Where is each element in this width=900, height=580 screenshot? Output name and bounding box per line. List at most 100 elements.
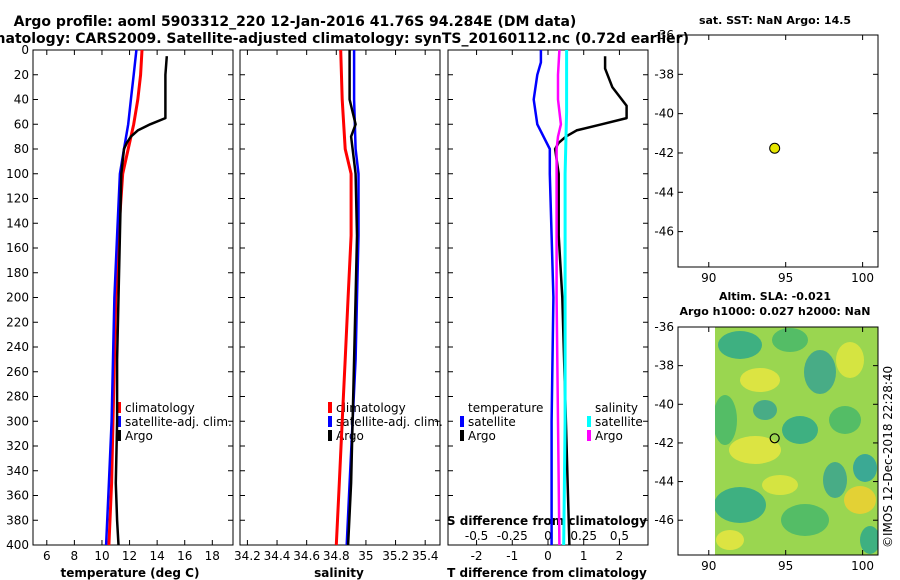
sla-field-blob xyxy=(762,475,798,495)
legend-climatology-label: climatology xyxy=(336,401,406,415)
map-y-tick-label: -36 xyxy=(654,320,674,334)
legend-argo-swatch xyxy=(328,430,332,441)
depth-tick-label: 80 xyxy=(14,142,29,156)
legend-satellite-swatch xyxy=(117,416,121,427)
depth-tick-label: 260 xyxy=(6,365,29,379)
map-y-tick-label: -44 xyxy=(654,475,674,489)
depth-tick-label: 240 xyxy=(6,340,29,354)
sla-field-blob xyxy=(823,462,847,498)
x-tick-label: -2 xyxy=(471,549,483,563)
x-tick-label: -1 xyxy=(506,549,518,563)
series-line-t-satellite xyxy=(532,50,555,545)
series-line-argo xyxy=(346,50,359,546)
sla-field-blob xyxy=(860,526,878,554)
legend-s-argo-label: Argo xyxy=(595,429,623,443)
series-line-argo xyxy=(114,56,169,546)
sla-field-blob xyxy=(836,342,864,378)
legend-temperature-title: temperature xyxy=(468,401,543,415)
figure-title-line1: Argo profile: aoml 5903312_220 12-Jan-20… xyxy=(14,14,577,30)
legend-t-satellite-label: satellite xyxy=(468,415,516,429)
legend-t-argo-swatch xyxy=(460,430,464,441)
legend-climatology-swatch xyxy=(328,402,332,413)
sla-field-blob xyxy=(718,331,762,359)
x-tick-label: 35.4 xyxy=(412,549,439,563)
depth-tick-label: 320 xyxy=(6,439,29,453)
depth-tick-label: 100 xyxy=(6,167,29,181)
map-y-tick-label: -44 xyxy=(654,185,674,199)
sst-map-title: sat. SST: NaN Argo: 14.5 xyxy=(699,14,851,27)
legend-satellite-label: satellite-adj. clim. xyxy=(125,415,232,429)
map-y-tick-label: -42 xyxy=(654,146,674,160)
sla-field-blob xyxy=(753,400,777,420)
depth-tick-label: 0 xyxy=(21,43,29,57)
depth-tick-label: 400 xyxy=(6,538,29,552)
legend-t-argo-label: Argo xyxy=(468,429,496,443)
depth-tick-label: 280 xyxy=(6,390,29,404)
legend-t-satellite-swatch xyxy=(460,416,464,427)
depth-tick-label: 40 xyxy=(14,93,29,107)
sla-field-blob xyxy=(772,328,808,352)
figure-title-line2: Climatology: CARS2009. Satellite-adjuste… xyxy=(0,31,689,47)
map-y-tick-label: -38 xyxy=(654,359,674,373)
sla-field-blob xyxy=(829,406,861,434)
map-y-tick-label: -42 xyxy=(654,436,674,450)
legend-s-satellite-swatch xyxy=(587,416,591,427)
depth-tick-label: 340 xyxy=(6,464,29,478)
x-tick-label-salinity: 0 xyxy=(544,529,552,543)
sla-map-frame xyxy=(677,326,879,556)
legend-satellite-swatch xyxy=(328,416,332,427)
map-y-tick-label: -38 xyxy=(654,67,674,81)
map-y-tick-label: -40 xyxy=(654,397,674,411)
x-tick-label: 35 xyxy=(358,549,373,563)
depth-tick-label: 380 xyxy=(6,513,29,527)
x-tick-label: 6 xyxy=(43,549,51,563)
sla-map-title-line2: Argo h1000: 0.027 h2000: NaN xyxy=(679,305,870,318)
x-tick-label-salinity: -0.25 xyxy=(497,529,528,543)
x-tick-label-salinity: -0.5 xyxy=(465,529,488,543)
sla-field-blob xyxy=(781,504,829,536)
map-x-tick-label: 100 xyxy=(851,271,874,285)
salinity-xlabel: salinity xyxy=(314,566,364,580)
sla-field-blob xyxy=(853,454,877,482)
sla-field-blob xyxy=(740,368,780,392)
salinity-legend: climatology satellite-adj. clim. Argo xyxy=(328,401,443,443)
depth-tick-label: 220 xyxy=(6,315,29,329)
depth-tick-label: 160 xyxy=(6,241,29,255)
map-x-tick-label: 90 xyxy=(701,559,716,573)
temperature-xlabel: temperature (deg C) xyxy=(61,566,200,580)
argo-position-marker xyxy=(769,433,780,444)
depth-tick-label: 140 xyxy=(6,216,29,230)
sla-map-title-line1: Altim. SLA: -0.021 xyxy=(719,290,831,303)
difference-xlabel: T difference from climatology xyxy=(447,566,647,580)
x-tick-label: 34.2 xyxy=(234,549,261,563)
map-y-tick-label: -36 xyxy=(654,28,674,42)
legend-s-argo-swatch xyxy=(587,430,591,441)
difference-toplabel: S difference from climatology xyxy=(447,514,647,528)
depth-tick-label: 360 xyxy=(6,489,29,503)
map-x-tick-label: 90 xyxy=(701,271,716,285)
x-tick-label: 34.6 xyxy=(293,549,320,563)
legend-salinity-title: salinity xyxy=(595,401,638,415)
x-tick-label: 35.2 xyxy=(382,549,409,563)
sla-field-blob xyxy=(715,395,737,445)
map-x-tick-label: 100 xyxy=(851,559,874,573)
legend-climatology-swatch xyxy=(117,402,121,413)
legend-satellite-label: satellite-adj. clim. xyxy=(336,415,443,429)
difference-panel-frame xyxy=(447,49,649,546)
series-line-s-argo xyxy=(555,49,563,546)
sla-field-blob xyxy=(715,487,766,523)
sla-field-blob xyxy=(804,350,836,394)
x-tick-label: 0 xyxy=(544,549,552,563)
series-line-s-satellite xyxy=(562,50,569,546)
x-tick-label: 8 xyxy=(71,549,79,563)
sla-field-blob xyxy=(716,530,744,550)
legend-climatology-label: climatology xyxy=(125,401,195,415)
argo-position-marker xyxy=(769,142,781,154)
series-line-satellite-adj-clim- xyxy=(104,49,138,546)
map-x-tick-label: 95 xyxy=(778,559,793,573)
series-line-climatology xyxy=(334,49,353,546)
watermark: ©IMOS 12-Dec-2018 22:28:40 xyxy=(881,366,895,548)
depth-tick-label: 20 xyxy=(14,68,29,82)
